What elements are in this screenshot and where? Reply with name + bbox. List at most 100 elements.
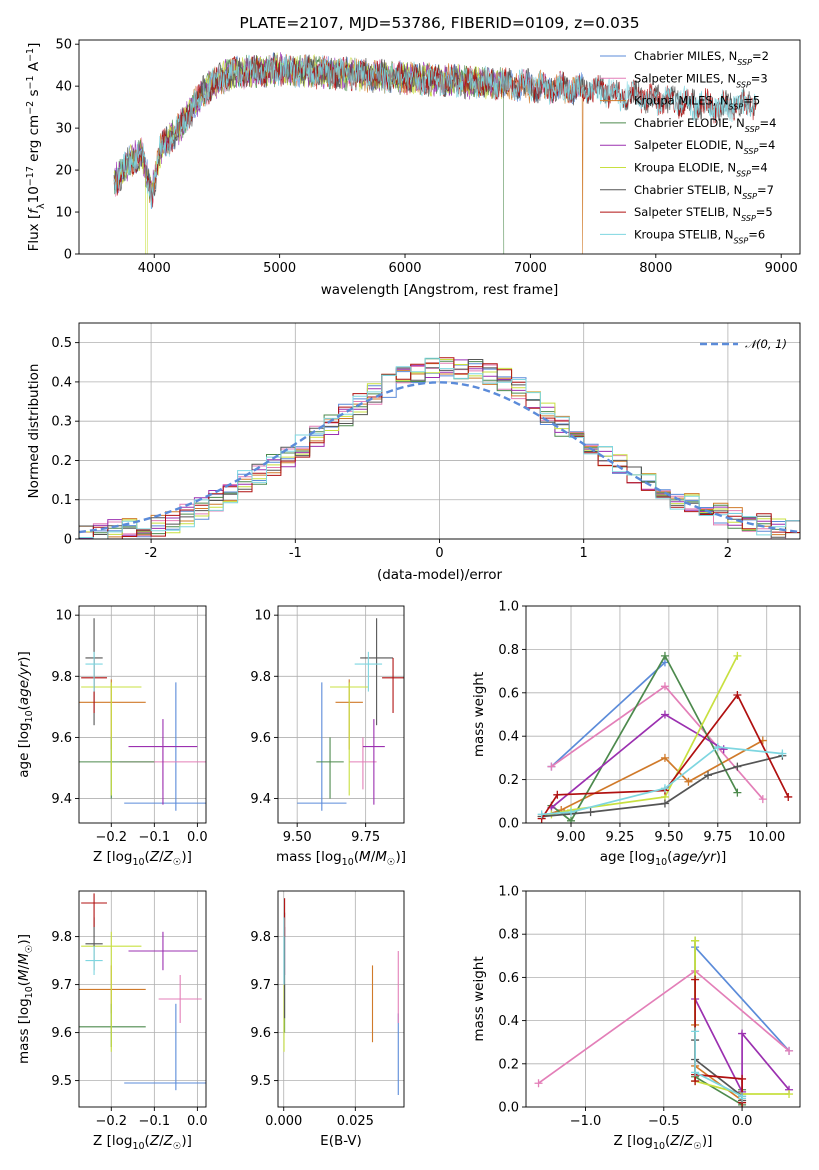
x-tick-label: 0.0 bbox=[187, 830, 208, 845]
label-part: ( bbox=[145, 1133, 150, 1149]
label-part: s bbox=[26, 89, 42, 100]
legend-sub: SSP bbox=[737, 58, 752, 67]
label-part: Z bbox=[149, 1133, 160, 1149]
legend-entry: Salpeter STELIB, NSSP=5 bbox=[634, 205, 773, 223]
y-tick-label: 9.6 bbox=[250, 731, 271, 746]
label-part: M bbox=[16, 953, 32, 965]
x-axis-label: (data-model)/error bbox=[377, 567, 503, 583]
plot-area bbox=[537, 651, 793, 823]
weight-marker bbox=[704, 771, 713, 780]
label-part: / bbox=[680, 1133, 685, 1149]
label-part: Z [log bbox=[93, 1133, 132, 1149]
weight-marker bbox=[553, 790, 562, 799]
label-part: ( bbox=[16, 705, 32, 710]
weight-marker bbox=[758, 795, 767, 804]
y-tick-label: 0.2 bbox=[51, 454, 72, 469]
label-part: 10 bbox=[653, 1141, 665, 1152]
weight-line-4 bbox=[694, 998, 790, 1093]
weight-marker bbox=[691, 1027, 700, 1036]
axes-frame bbox=[78, 605, 207, 824]
plot-area bbox=[297, 618, 404, 811]
mass-vs-ebv-panel: 0.000 0.025 9.5 9.6 9.7 9.8 E(B-V) bbox=[250, 890, 405, 1149]
label-part: ( bbox=[665, 1133, 670, 1149]
weight-marker bbox=[586, 808, 595, 817]
weight-marker bbox=[547, 762, 556, 771]
y-tick-label: 9.8 bbox=[51, 930, 72, 945]
legend-name: Chabrier ELODIE, N bbox=[634, 116, 745, 130]
label-part: Z [log bbox=[614, 1133, 653, 1149]
label-part: ☉ bbox=[387, 857, 396, 868]
normal-curve bbox=[79, 381, 800, 534]
weight-marker bbox=[567, 808, 576, 817]
label-part: age/yr bbox=[16, 660, 32, 705]
x-tick-label: 0.000 bbox=[265, 1114, 302, 1129]
axis-label: mass [log10(M/M☉)] bbox=[276, 849, 406, 868]
label-part: Z [log bbox=[93, 849, 132, 865]
label-part: λ bbox=[36, 203, 47, 209]
legend-name: Kroupa STELIB, N bbox=[634, 227, 734, 241]
x-tick-label: 8000 bbox=[639, 261, 672, 276]
math-label: age [log10(age/yr)] bbox=[600, 849, 726, 868]
y-tick-label: 0.2 bbox=[498, 773, 519, 788]
weight-marker bbox=[719, 745, 728, 754]
legend-name: Salpeter ELODIE, N bbox=[634, 138, 744, 152]
weight-marker bbox=[738, 1094, 747, 1103]
label-part: ( bbox=[145, 849, 150, 865]
weight-marker bbox=[537, 810, 546, 819]
label-part: erg cm bbox=[26, 115, 42, 166]
weight-marker bbox=[738, 1029, 747, 1038]
mass-vs-Z-panel: −0.2 −0.1 0.0 9.5 9.6 9.7 9.8 bbox=[51, 890, 208, 1129]
legend-sub: SSP bbox=[734, 236, 749, 245]
y-tick-label: 10 bbox=[55, 206, 72, 221]
legend-entry: Chabrier STELIB, NSSP=7 bbox=[634, 183, 774, 201]
axes-frame bbox=[277, 605, 405, 824]
weight-marker bbox=[691, 936, 700, 945]
y-axis-label: Normed distribution bbox=[26, 364, 42, 499]
spectrum-panel: 4000 5000 6000 7000 8000 9000 0 10 20 30 40 50 PLATE… bbox=[25, 14, 801, 298]
label-part: ☉ bbox=[173, 1141, 182, 1152]
x-tick-label: 9000 bbox=[765, 261, 798, 276]
legend-sub: SSP bbox=[745, 124, 760, 133]
label-part: −2 bbox=[25, 101, 36, 115]
legend-name: Salpeter STELIB, N bbox=[634, 205, 741, 219]
label-part: age [log bbox=[600, 849, 655, 865]
legend-sub: SSP bbox=[742, 191, 757, 200]
axis-label: age [log10(age/yr)] bbox=[600, 849, 726, 868]
x-tick-label: −0.2 bbox=[95, 830, 127, 845]
x-tick-label: −0.5 bbox=[648, 1114, 680, 1129]
axes-frame bbox=[525, 605, 801, 824]
math-label: mass [log10(M/M☉)] bbox=[16, 934, 35, 1064]
label-part: ( bbox=[354, 849, 359, 865]
legend-nssp: =3 bbox=[751, 71, 768, 85]
legend-sub: SSP bbox=[736, 169, 751, 178]
legend-entry: Salpeter MILES, NSSP=3 bbox=[634, 71, 768, 89]
legend-nssp: =4 bbox=[760, 116, 777, 130]
label-part: 10 bbox=[26, 186, 42, 203]
mass-weight-Z-panel: −1.0 −0.5 0.0 0.0 0.2 0.4 0.6 0.8 1.0 mass weight bbox=[471, 885, 801, 1129]
weight-marker bbox=[733, 690, 742, 699]
label-part: Z bbox=[163, 1133, 174, 1149]
axes-frame bbox=[78, 890, 207, 1108]
label-part: ☉ bbox=[24, 945, 35, 954]
label-part: −17 bbox=[25, 166, 36, 186]
y-tick-label: 40 bbox=[55, 80, 72, 95]
y-axis-label: Flux [fλ10−17 erg cm−2 s−1 A−1] bbox=[25, 43, 47, 252]
x-tick-label: 0.0 bbox=[732, 1114, 753, 1129]
math-label: mass [log10(M/M☉)] bbox=[276, 849, 406, 868]
y-tick-label: 9.4 bbox=[250, 792, 271, 807]
label-part: Z bbox=[149, 849, 160, 865]
y-tick-label: 0.5 bbox=[51, 336, 72, 351]
label-part: 10 bbox=[24, 710, 35, 722]
legend-name: Kroupa ELODIE, N bbox=[634, 161, 736, 175]
plot-area bbox=[283, 898, 399, 1095]
y-tick-label: 9.5 bbox=[250, 1074, 271, 1089]
axes-frame bbox=[277, 890, 405, 1108]
legend-sub: SSP bbox=[741, 214, 756, 223]
y-tick-label: 0.4 bbox=[498, 1014, 519, 1029]
axes-frame bbox=[78, 322, 801, 540]
x-tick-label: 9.75 bbox=[351, 830, 380, 845]
y-tick-label: 0.3 bbox=[51, 415, 72, 430]
label-part: A bbox=[26, 61, 42, 75]
x-tick-label: 6000 bbox=[388, 261, 421, 276]
